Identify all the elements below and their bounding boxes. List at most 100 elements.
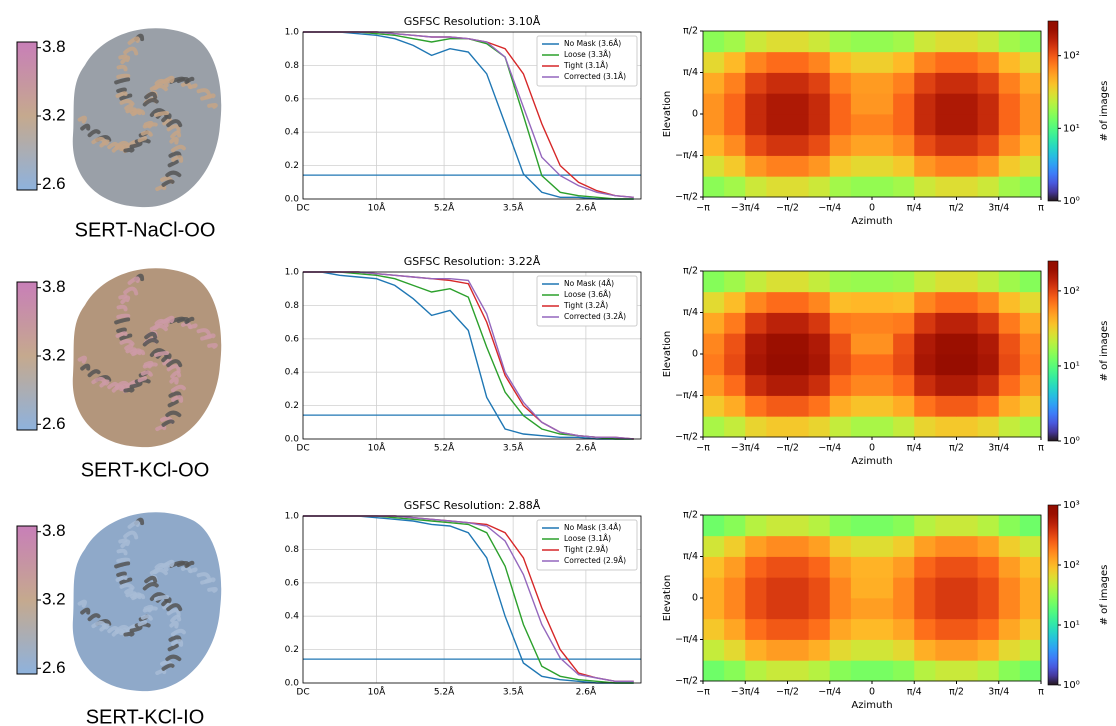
heat-cell — [914, 639, 936, 661]
y-tick-label: 0.8 — [285, 61, 300, 71]
x-tick-label: 3π/4 — [988, 687, 1009, 698]
map-strand — [207, 103, 218, 109]
heat-cell — [935, 114, 957, 136]
map-strand — [170, 144, 186, 153]
map-strand — [140, 130, 153, 137]
x-tick-label: 3.5Å — [503, 202, 524, 214]
map-strand — [171, 395, 184, 403]
y-tick-label: 0.4 — [285, 128, 300, 138]
map-strand — [127, 36, 140, 45]
heat-cell — [1019, 176, 1042, 198]
heat-cell — [998, 291, 1021, 313]
colorbar-tick-label: 10³ — [1063, 500, 1080, 511]
heat-cell — [1019, 271, 1042, 293]
heat-cell — [724, 416, 746, 438]
map-strand — [170, 370, 182, 379]
heat-cell — [935, 31, 957, 53]
heat-cell — [914, 515, 936, 537]
x-axis-label: Azimuth — [851, 456, 892, 467]
heat-cell — [787, 271, 810, 293]
y-axis-label: Elevation — [662, 91, 673, 137]
heat-cell — [808, 72, 831, 94]
map-strand — [162, 357, 172, 366]
x-tick-label: −π/2 — [776, 687, 799, 698]
heat-cell — [703, 577, 725, 599]
map-strand — [154, 78, 169, 88]
heat-cell — [977, 618, 1000, 640]
heat-cell — [893, 312, 915, 334]
heat-cell — [935, 618, 957, 640]
x-tick-label: 5.2Å — [434, 442, 455, 454]
heat-cell — [745, 416, 767, 438]
map-strand — [115, 331, 128, 338]
heat-cell — [872, 51, 894, 73]
map-strand — [166, 364, 181, 374]
heat-cell — [893, 639, 915, 661]
heat-cell — [850, 416, 873, 438]
heat-cell — [977, 93, 1000, 115]
heat-cell — [893, 271, 915, 293]
heat-cell — [745, 660, 767, 682]
heat-cell — [893, 598, 915, 620]
heat-cell — [850, 134, 873, 156]
x-tick-label: DC — [296, 688, 309, 698]
map-strand — [129, 625, 143, 633]
legend-label: Tight (3.2Å) — [563, 301, 608, 310]
heat-cell — [703, 51, 725, 73]
heat-cell — [872, 556, 894, 578]
y-tick-label: 0.0 — [285, 195, 300, 205]
x-tick-label: 10Å — [368, 202, 386, 214]
map-strand — [129, 381, 143, 389]
map-strand — [142, 98, 159, 107]
heat-cell — [766, 312, 788, 334]
heat-cell — [935, 354, 957, 376]
map-strand — [116, 304, 128, 312]
heat-cell — [914, 556, 936, 578]
chart-title: GSFSC Resolution: 3.10Å — [404, 15, 541, 28]
map-strand — [99, 379, 110, 388]
heat-cell — [893, 176, 915, 198]
colorbar-tick-label: 10¹ — [1063, 123, 1080, 134]
heat-cell — [872, 271, 894, 293]
heat-cell — [745, 31, 767, 53]
heat-cell — [787, 354, 810, 376]
x-tick-label: 2.6Å — [576, 686, 597, 698]
heat-cell — [935, 598, 957, 620]
map-strand — [184, 316, 195, 324]
heat-cell — [956, 114, 979, 136]
map-strand — [168, 151, 182, 158]
map-strand — [154, 350, 170, 357]
heat-cell — [724, 312, 746, 334]
heat-cell — [998, 155, 1021, 177]
map-strand — [161, 353, 172, 363]
map-strand — [140, 370, 153, 377]
map-strand — [124, 343, 134, 351]
colorbar-tick-label: 3.8 — [42, 277, 66, 296]
map-strand — [123, 631, 135, 637]
map-strand — [116, 571, 127, 577]
map-strand — [170, 614, 182, 623]
heat-cell — [998, 51, 1021, 73]
map-strand — [170, 628, 186, 637]
map-strand — [161, 597, 172, 607]
heat-cell — [808, 515, 831, 537]
heat-cell — [745, 176, 767, 198]
heat-cell — [829, 618, 852, 640]
map-strand — [166, 359, 183, 368]
x-tick-label: 3.5Å — [503, 686, 524, 698]
map-strand — [99, 623, 110, 632]
map-strand — [144, 575, 158, 584]
heat-cell — [1019, 51, 1042, 73]
heat-cell — [808, 535, 831, 557]
heat-cell — [787, 291, 810, 313]
heat-cell — [829, 72, 852, 94]
heat-cell — [787, 395, 810, 417]
heat-cell — [914, 72, 936, 94]
heat-cell — [956, 134, 979, 156]
heat-cell — [766, 395, 788, 417]
chart-title: GSFSC Resolution: 2.88Å — [404, 499, 541, 512]
map-strand — [116, 87, 127, 93]
map-strand — [119, 577, 133, 585]
heat-cell — [850, 515, 873, 537]
map-strand — [91, 376, 107, 386]
